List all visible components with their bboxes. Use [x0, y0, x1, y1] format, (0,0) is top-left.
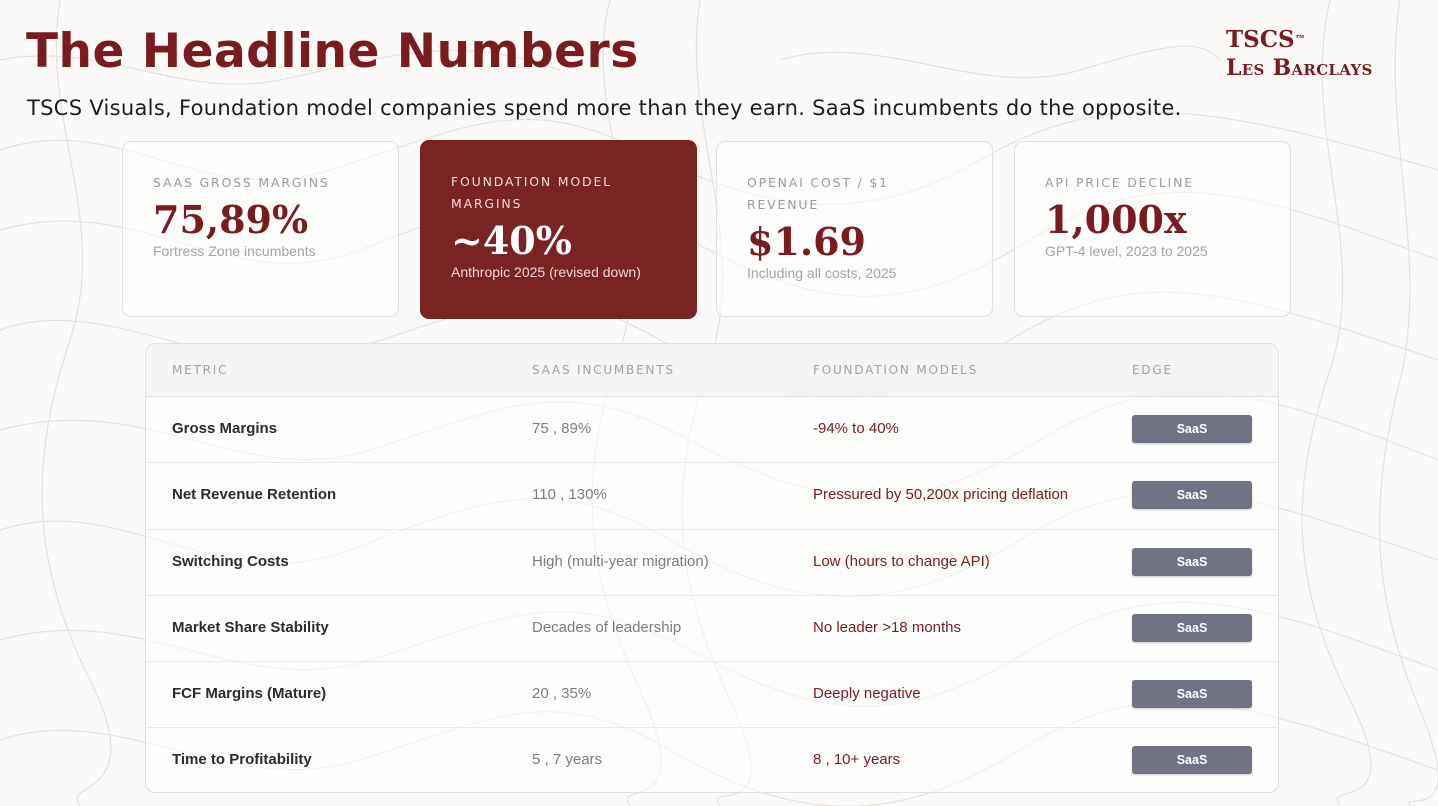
saas-cell: 75 , 89% — [532, 420, 592, 437]
stat-card-value: 75,89% — [153, 197, 309, 242]
saas-cell: High (multi-year migration) — [532, 552, 709, 570]
stat-card-value: ~40% — [451, 218, 572, 263]
stat-card-label: SaaS Gross Margins — [153, 175, 330, 190]
edge-badge: SaaS — [1132, 746, 1252, 775]
column-header-foundation-models: Foundation Models — [813, 363, 979, 377]
stat-card-note: Anthropic 2025 (revised down) — [451, 264, 641, 280]
page-title: The Headline Numbers — [26, 24, 639, 79]
stat-card-value: $1.69 — [747, 219, 866, 264]
page-subtitle: TSCS Visuals, Foundation model companies… — [27, 96, 1182, 120]
stat-card-saas-gross-margins: SaaS Gross Margins 75,89% Fortress Zone … — [122, 141, 399, 317]
column-header-edge: Edge — [1132, 363, 1173, 377]
foundation-models-cell: Pressured by 50,200x pricing deflation — [813, 486, 1069, 504]
logo-line1: TSCS — [1226, 26, 1295, 53]
logo-line2: Les Barclays — [1226, 55, 1373, 81]
saas-cell: 5 , 7 years — [532, 751, 603, 769]
stat-card-openai-cost: OpenAI Cost / $1 Revenue $1.69 Including… — [716, 141, 993, 317]
foundation-models-cell: 8 , 10+ years — [813, 751, 901, 769]
metric-cell: Switching Costs — [172, 552, 289, 570]
table-row: Market Share Stability Decades of leader… — [146, 596, 1278, 663]
comparison-table: Metric SaaS Incumbents Foundation Models… — [145, 343, 1279, 793]
edge-badge: SaaS — [1132, 415, 1252, 443]
foundation-models-cell: No leader >18 months — [813, 618, 962, 636]
stat-card-label: OpenAI Cost / $1 Revenue — [747, 175, 889, 212]
metric-cell: Gross Margins — [172, 420, 278, 437]
table-row: Gross Margins 75 , 89% -94% to 40% SaaS — [146, 397, 1278, 464]
stat-card-label: API Price Decline — [1045, 175, 1195, 190]
foundation-models-cell: Low (hours to change API) — [813, 552, 990, 570]
stat-card-note: Including all costs, 2025 — [747, 265, 897, 281]
foundation-models-cell: -94% to 40% — [813, 420, 899, 437]
metric-cell: FCF Margins (Mature) — [172, 685, 327, 703]
metric-cell: Time to Profitability — [172, 751, 312, 769]
stat-card-note: GPT-4 level, 2023 to 2025 — [1045, 243, 1208, 259]
stat-card-label: Foundation Model Margins — [451, 174, 612, 211]
saas-cell: 110 , 130% — [532, 486, 607, 504]
saas-cell: Decades of leadership — [532, 618, 682, 636]
table-row: Net Revenue Retention 110 , 130% Pressur… — [146, 463, 1278, 530]
stat-card-value: 1,000x — [1045, 197, 1187, 242]
edge-badge: SaaS — [1132, 481, 1252, 510]
logo-trademark: ™ — [1294, 33, 1306, 46]
table-header: Metric SaaS Incumbents Foundation Models… — [146, 344, 1278, 397]
metric-cell: Net Revenue Retention — [172, 486, 337, 504]
edge-badge: SaaS — [1132, 613, 1252, 642]
column-header-metric: Metric — [172, 363, 229, 377]
stat-card-foundation-model-margins: Foundation Model Margins ~40% Anthropic … — [420, 140, 697, 319]
table-row: FCF Margins (Mature) 20 , 35% Deeply neg… — [146, 662, 1278, 729]
foundation-models-cell: Deeply negative — [813, 685, 921, 703]
stat-card-api-price-decline: API Price Decline 1,000x GPT-4 level, 20… — [1014, 141, 1291, 317]
metric-cell: Market Share Stability — [172, 618, 329, 636]
edge-badge: SaaS — [1132, 547, 1252, 576]
table-row: Switching Costs High (multi-year migrati… — [146, 530, 1278, 596]
stat-card-note: Fortress Zone incumbents — [153, 243, 316, 259]
brand-logo: TSCS™ Les Barclays — [1226, 26, 1373, 82]
column-header-saas: SaaS Incumbents — [532, 363, 675, 377]
edge-badge: SaaS — [1132, 680, 1252, 709]
saas-cell: 20 , 35% — [532, 685, 592, 703]
table-row: Time to Profitability 5 , 7 years 8 , 10… — [146, 728, 1278, 792]
